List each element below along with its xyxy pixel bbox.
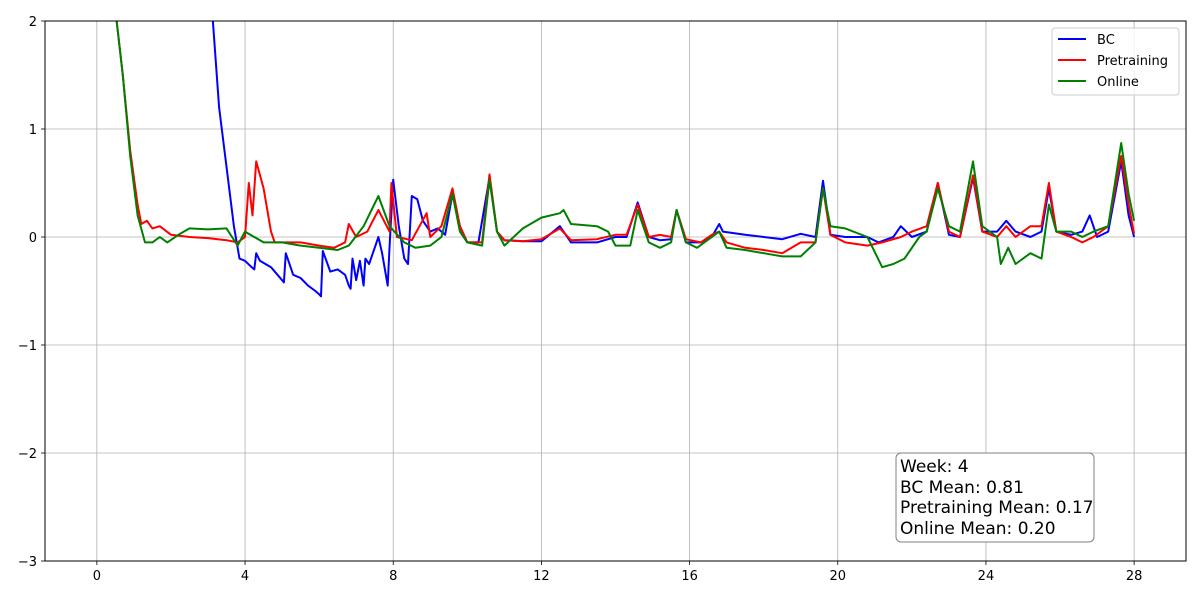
y-tick-label: −2 [18,447,37,462]
y-tick-label: 1 [29,123,37,138]
y-tick-label: −1 [18,339,37,354]
legend-box [1051,27,1180,96]
legend-label-bc: BC [1097,33,1115,48]
annotation-bc-mean: BC Mean: 0.81 [900,478,1024,498]
annotation-box [895,452,1095,543]
y-tick-label: 0 [29,231,37,246]
axes-frame [44,20,1187,562]
stats-annotation: Week: 4 BC Mean: 0.81 Pretraining Mean: … [895,452,1095,543]
series-line-bc [211,21,1136,298]
annotation-online-mean: Online Mean: 0.20 [900,519,1056,539]
y-tick-label: −3 [18,555,37,570]
x-tick-label: 12 [533,569,550,584]
x-tick-label: 28 [1126,569,1143,584]
plot-area [115,21,1136,298]
legend-label-pretraining: Pretraining [1097,54,1168,69]
y-tick-label: 2 [29,15,37,30]
x-tick-label: 16 [681,569,698,584]
x-tick-label: 20 [829,569,846,584]
annotation-pretraining-mean: Pretraining Mean: 0.17 [900,498,1094,518]
x-tick-label: 8 [389,569,397,584]
x-tick-label: 0 [93,569,101,584]
annotation-week: Week: 4 [900,457,969,477]
series-line-pretraining [115,21,1136,255]
legend-label-online: Online [1097,75,1139,90]
x-tick-label: 24 [978,569,995,584]
x-tick-label: 4 [241,569,249,584]
series-line-online [115,21,1136,269]
legend: BC Pretraining Online [1051,27,1180,96]
